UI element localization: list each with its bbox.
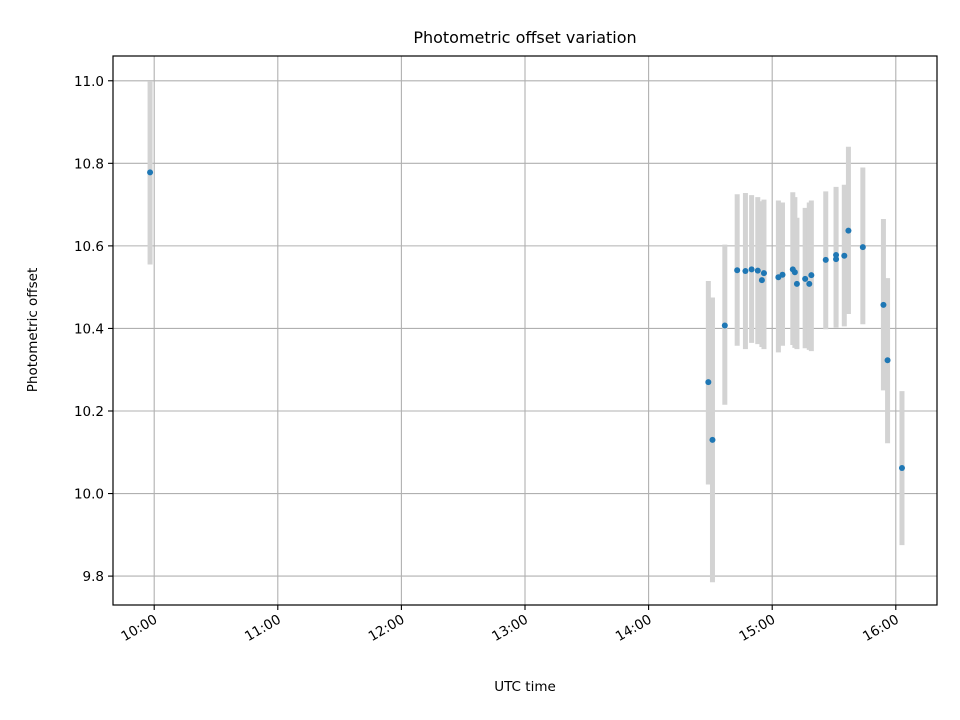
y-tick-label: 11.0 — [74, 74, 104, 90]
y-tick-label: 10.4 — [74, 321, 104, 337]
data-point — [721, 322, 728, 329]
y-tick-label: 10.6 — [74, 239, 104, 255]
data-point — [758, 277, 765, 284]
y-tick-label: 10.8 — [74, 156, 104, 172]
data-point — [748, 266, 755, 273]
x-axis-label: UTC time — [494, 679, 556, 695]
data-point — [806, 280, 813, 287]
data-point — [859, 244, 866, 251]
y-tick-label: 10.0 — [74, 487, 104, 503]
y-tick-label: 10.2 — [74, 404, 104, 420]
data-point — [147, 169, 154, 176]
grid — [113, 56, 937, 605]
data-points — [147, 169, 905, 471]
data-point — [760, 270, 767, 277]
data-point — [884, 357, 891, 364]
data-point — [791, 269, 798, 276]
data-point — [709, 436, 716, 443]
y-axis-ticks: 9.8 10.0 10.2 10.4 10.6 10.8 11.0 — [74, 74, 113, 585]
data-point — [845, 227, 852, 234]
data-point — [822, 256, 829, 263]
data-point — [734, 267, 741, 274]
data-point — [742, 268, 749, 275]
data-point — [833, 251, 840, 258]
data-point — [833, 256, 840, 263]
y-axis-label: Photometric offset — [25, 268, 41, 392]
data-point — [841, 252, 848, 259]
data-point — [808, 272, 815, 279]
chart-title: Photometric offset variation — [413, 28, 636, 47]
data-point — [705, 379, 712, 386]
data-point — [754, 267, 761, 274]
data-point — [793, 280, 800, 287]
data-point — [779, 271, 786, 278]
data-point — [898, 464, 905, 471]
y-tick-label: 9.8 — [83, 569, 104, 585]
data-point — [880, 301, 887, 308]
data-point — [802, 275, 809, 282]
